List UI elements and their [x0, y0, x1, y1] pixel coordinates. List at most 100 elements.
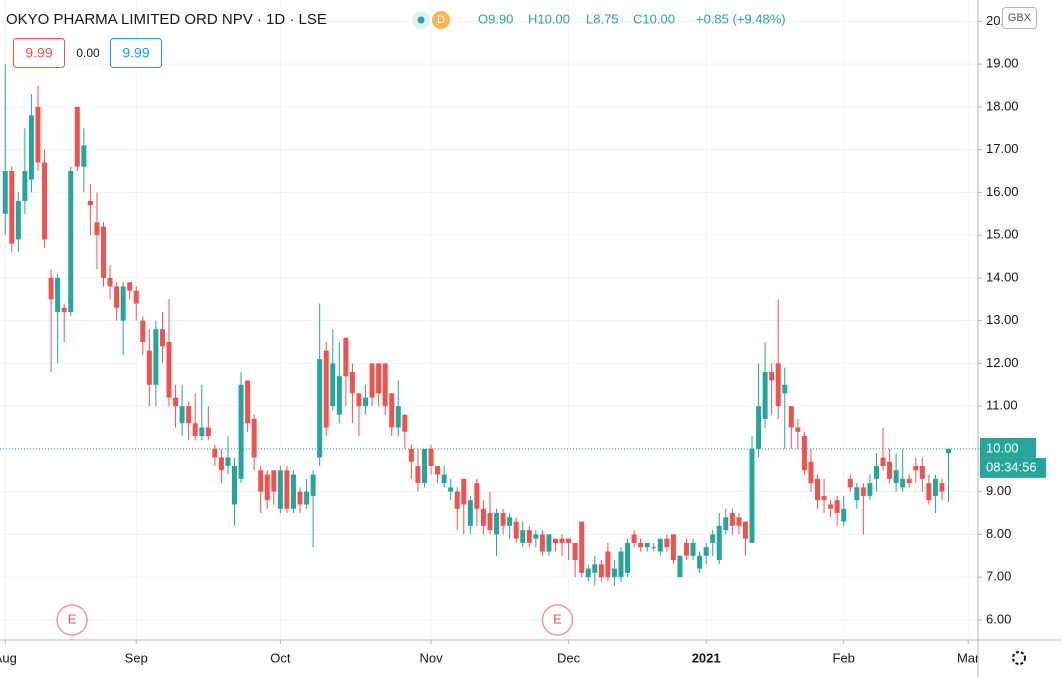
candle-body	[245, 380, 251, 424]
candle-body	[356, 393, 362, 407]
ohlc-change: +0.85 (+9.48%)	[696, 11, 786, 26]
candle-body	[697, 555, 703, 569]
candle-body	[670, 534, 676, 561]
candle-body	[389, 393, 395, 428]
settings-icon[interactable]	[1012, 651, 1026, 665]
candle-body	[349, 371, 355, 394]
candle-body	[212, 448, 218, 458]
candle-body	[546, 534, 552, 552]
candle-body	[395, 406, 401, 428]
candle-body	[801, 436, 807, 471]
y-tick-label: 16.00	[986, 184, 1019, 199]
candle-body	[186, 406, 192, 424]
candle-body	[192, 423, 198, 437]
candle-body	[828, 504, 834, 509]
x-tick-label: Mar	[957, 650, 980, 665]
candle-body	[939, 483, 945, 492]
candle-body	[277, 470, 283, 509]
y-tick-label: 7.00	[986, 569, 1011, 584]
candle-body	[9, 171, 15, 244]
status-dot	[417, 16, 425, 24]
candle-body	[376, 363, 382, 394]
candle-body	[205, 427, 211, 437]
candle-body	[173, 397, 179, 407]
x-tick-label: Sep	[125, 650, 148, 665]
candle-body	[310, 474, 316, 496]
candle-body	[408, 448, 414, 462]
candle-body	[2, 171, 8, 214]
countdown-box	[980, 457, 1046, 478]
candle-body	[867, 483, 873, 496]
price-axis-bg	[978, 0, 1062, 677]
candle-body	[461, 478, 467, 505]
ohlc-close: C10.00	[633, 11, 675, 26]
candle-body	[690, 542, 696, 556]
candle-body	[448, 487, 454, 492]
currency-box[interactable]	[1002, 7, 1037, 29]
candle-body	[880, 457, 886, 466]
candle-body	[873, 465, 879, 479]
ohlc-high: H10.00	[528, 11, 570, 26]
candle-body	[42, 162, 48, 240]
y-tick-label: 13.00	[986, 312, 1019, 327]
candle-body	[723, 517, 729, 531]
candle-body	[81, 145, 87, 167]
candle-body	[756, 406, 762, 449]
earnings-marker	[56, 604, 88, 636]
delay-badge-label: D	[437, 14, 445, 26]
y-tick-label: 8.00	[986, 526, 1011, 541]
candle-body	[68, 171, 74, 313]
x-tick-label: Nov	[419, 650, 443, 665]
candle-body	[625, 542, 631, 573]
candle-body	[946, 448, 952, 454]
x-tick-label: Feb	[833, 650, 855, 665]
candle-body	[513, 521, 519, 539]
candle-body	[323, 350, 329, 428]
candle-body	[500, 513, 506, 526]
candle-body	[841, 508, 847, 522]
candle-body	[199, 427, 205, 437]
candle-body	[369, 363, 375, 398]
candle-body	[487, 513, 493, 531]
candle-body	[264, 474, 270, 501]
candle-body	[579, 521, 585, 573]
sell-button[interactable]	[13, 38, 65, 68]
candle-body	[847, 478, 853, 488]
candle-body	[55, 277, 61, 313]
header: OKYO PHARMA LIMITED ORD NPV · 1D · LSE D…	[6, 7, 1037, 665]
last-price-box	[980, 437, 1036, 458]
candle-body	[749, 448, 755, 543]
candle-body	[87, 200, 93, 206]
candle-body	[251, 418, 257, 458]
candle-body	[133, 290, 139, 304]
candle-body	[762, 371, 768, 419]
candle-body	[317, 359, 323, 458]
symbol-title: OKYO PHARMA LIMITED ORD NPV · 1D · LSE	[6, 11, 327, 28]
candle-body	[415, 465, 421, 484]
candle-body	[887, 461, 893, 479]
candle-body	[631, 534, 637, 543]
corner-bg	[978, 640, 1062, 677]
candle-body	[559, 538, 565, 543]
earnings-label: E	[68, 611, 77, 626]
x-tick-label: Dec	[557, 650, 581, 665]
candle-body	[913, 465, 919, 471]
candle-body	[284, 470, 290, 509]
candle-body	[795, 427, 801, 432]
candle-body	[710, 534, 716, 543]
candle-body	[107, 277, 113, 287]
buy-button[interactable]	[110, 38, 162, 68]
candle-body	[618, 551, 624, 578]
earnings-marker	[541, 604, 574, 636]
candle-body	[22, 171, 28, 201]
candle-body	[454, 491, 460, 509]
candle-body	[592, 564, 598, 573]
candle-body	[860, 487, 866, 496]
ohlc-open: O9.90	[478, 11, 513, 26]
candle-body	[290, 474, 296, 509]
candle-body	[297, 491, 303, 505]
candle-body	[127, 282, 133, 291]
candle-body	[598, 564, 604, 578]
candle-body	[336, 376, 342, 415]
